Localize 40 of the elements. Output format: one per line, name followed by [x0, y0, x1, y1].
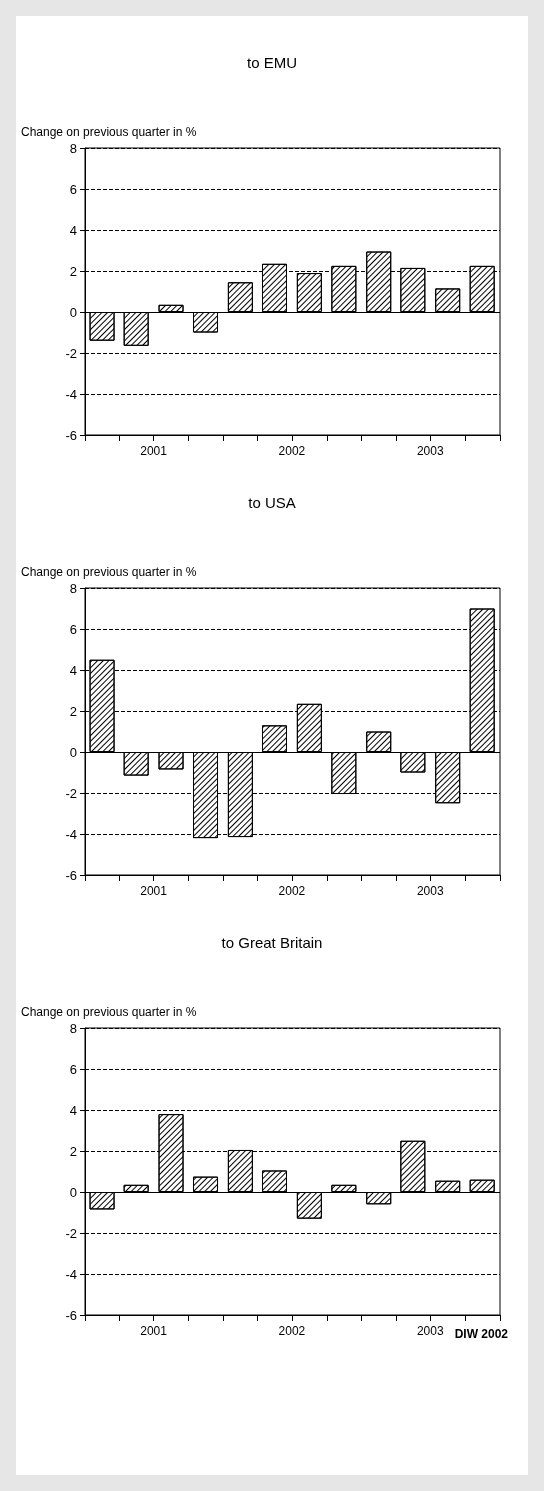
- y-tick-label: 8: [69, 140, 77, 156]
- x-tick-label: 2001: [140, 884, 168, 898]
- y-tick-label: 4: [69, 1102, 77, 1118]
- x-tick-label: 2002: [278, 444, 306, 458]
- y-tick-label: -4: [65, 386, 77, 402]
- x-tick-label: 2002: [278, 1324, 306, 1338]
- y-tick-label: -6: [65, 867, 77, 883]
- x-tick-label: 2003: [416, 444, 444, 458]
- y-tick-label: 0: [69, 1184, 77, 1200]
- chart-title: to USA: [248, 494, 296, 511]
- chart-title: to EMU: [246, 54, 298, 71]
- x-tick-label: 2001: [140, 444, 168, 458]
- x-tick-label: 2001: [140, 1324, 168, 1338]
- y-tick-label: -2: [65, 1225, 77, 1241]
- y-tick-label: -6: [65, 1307, 77, 1323]
- x-tick-label: 2002: [278, 884, 306, 898]
- y-tick-label: 4: [69, 662, 77, 678]
- x-tick-label: 2003: [416, 884, 444, 898]
- y-tick-label: 4: [69, 222, 77, 238]
- y-tick-label: -4: [65, 826, 77, 842]
- y-axis-title: Change on previous quarter in %: [21, 125, 197, 139]
- y-axis-title: Change on previous quarter in %: [21, 1005, 197, 1019]
- y-tick-label: 6: [69, 181, 77, 197]
- y-tick-label: -2: [65, 785, 77, 801]
- y-tick-label: 8: [69, 580, 77, 596]
- y-tick-label: -6: [65, 427, 77, 443]
- y-tick-label: 2: [69, 263, 77, 279]
- y-tick-label: 2: [69, 703, 77, 719]
- y-tick-label: 2: [69, 1143, 77, 1159]
- y-tick-label: 6: [69, 621, 77, 637]
- y-tick-label: 8: [69, 1020, 77, 1036]
- chart-title: to Great Britain: [221, 934, 323, 951]
- y-axis-title: Change on previous quarter in %: [21, 565, 197, 579]
- y-tick-label: -4: [65, 1266, 77, 1282]
- x-tick-label: 2003: [416, 1324, 444, 1338]
- y-tick-label: 6: [69, 1061, 77, 1077]
- y-tick-label: 0: [69, 744, 77, 760]
- y-tick-label: 0: [69, 304, 77, 320]
- text: DIW 2002: [454, 1327, 509, 1341]
- y-tick-label: -2: [65, 345, 77, 361]
